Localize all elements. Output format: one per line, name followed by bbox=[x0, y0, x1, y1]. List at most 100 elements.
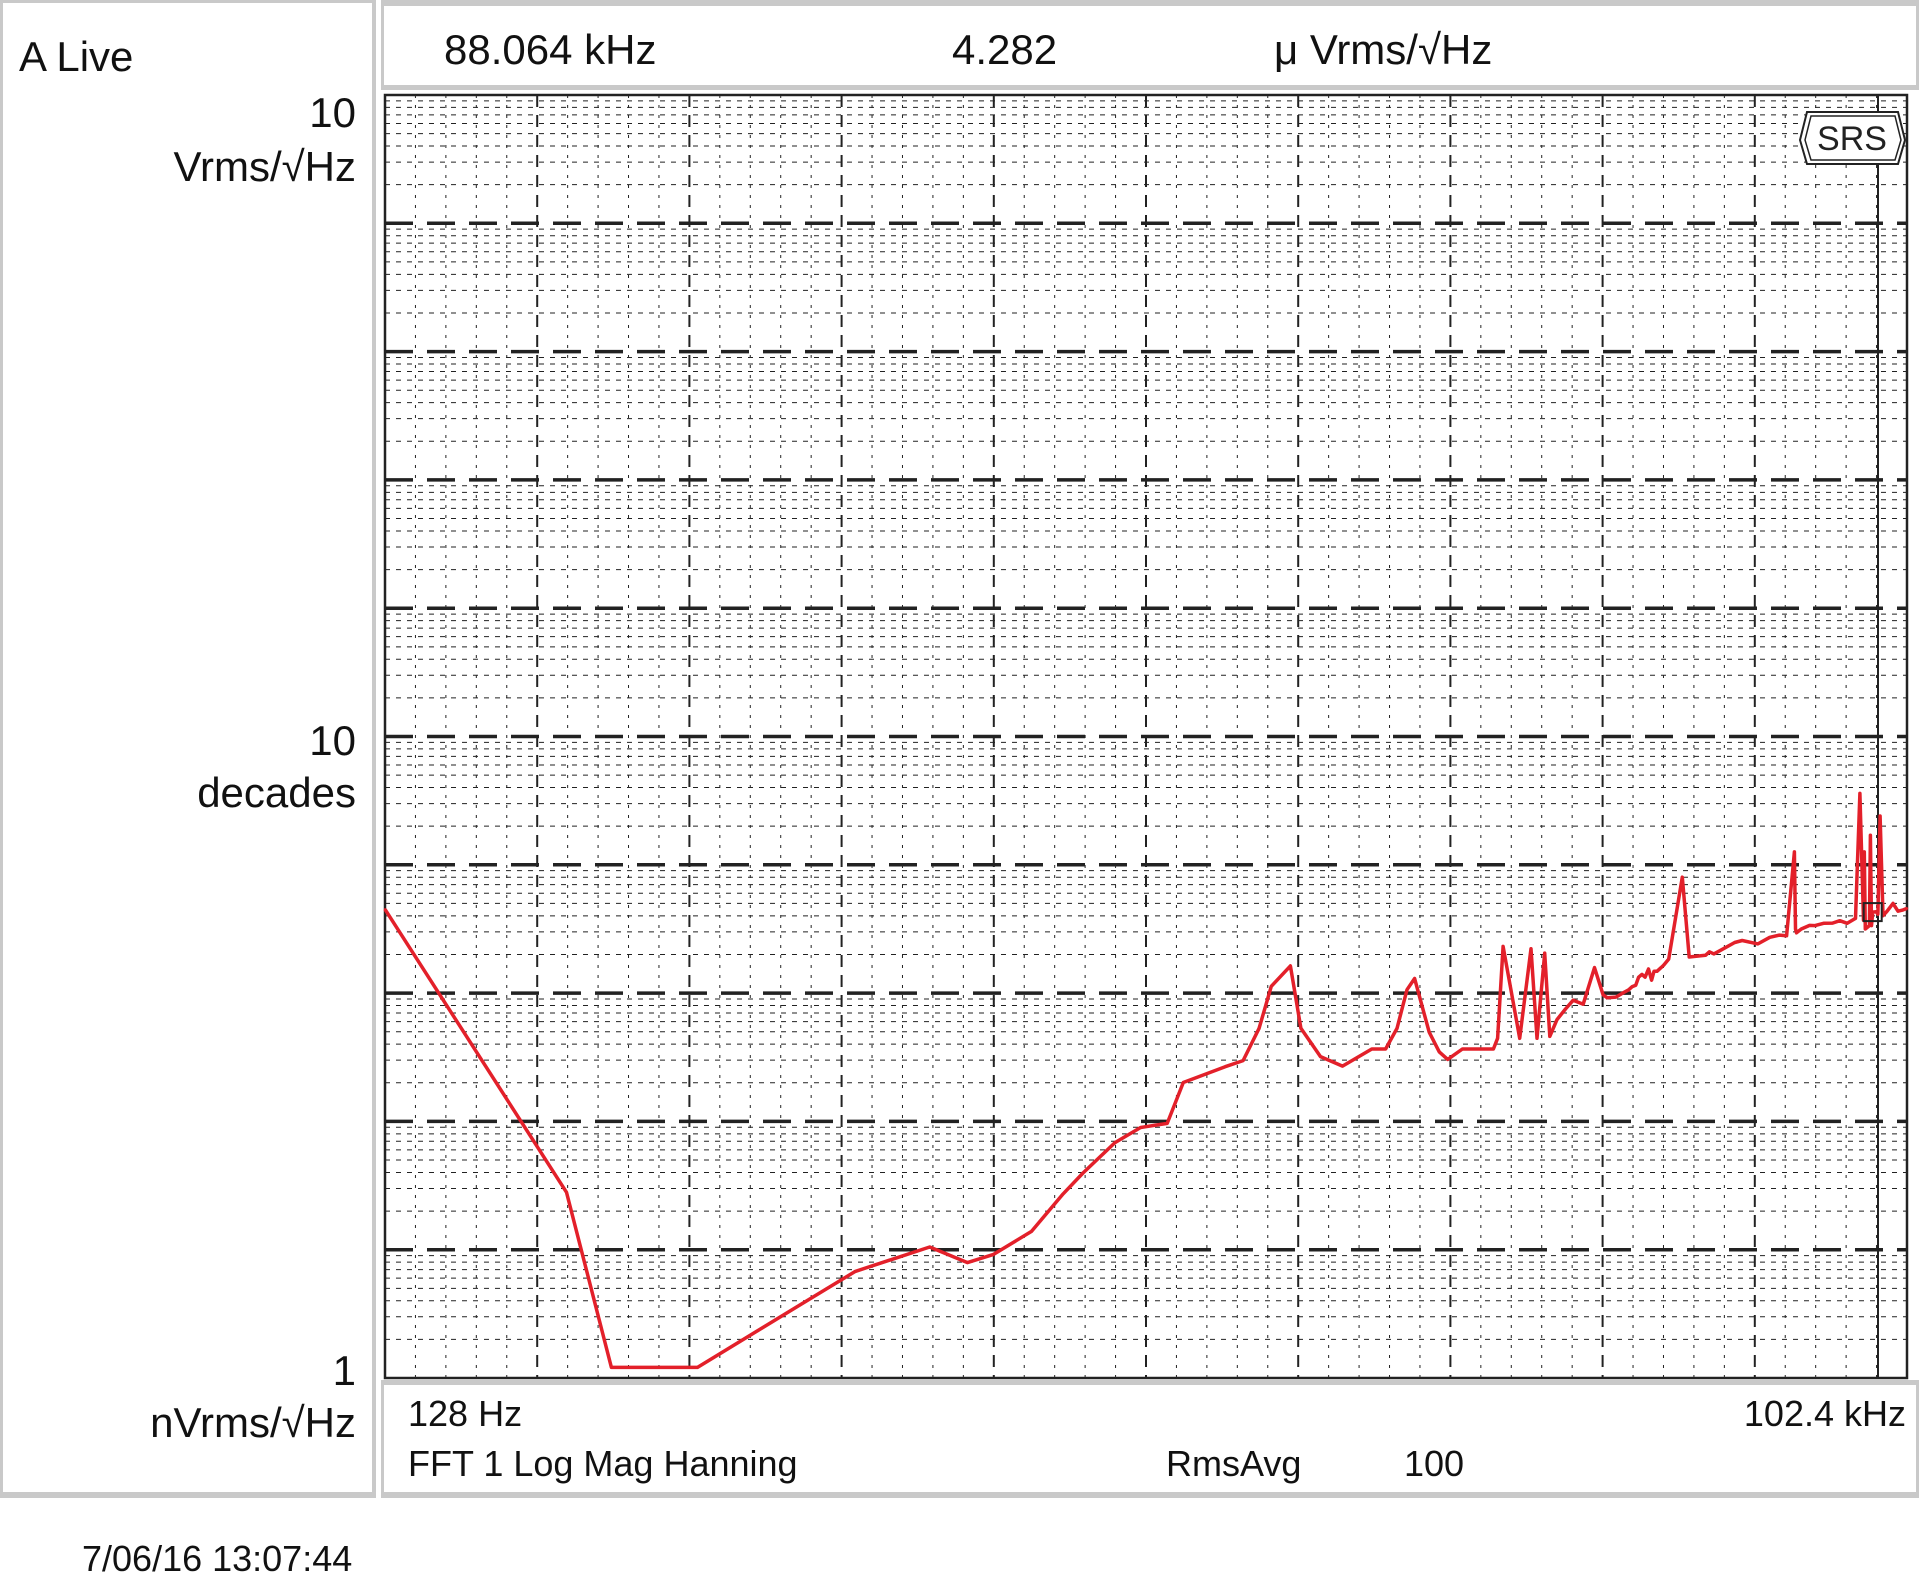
trace-point bbox=[1794, 927, 1797, 931]
left-scale-panel: A Live 10 Vrms/√Hz 10 decades 1 nVrms/√H… bbox=[0, 0, 376, 1498]
trace-point bbox=[1166, 1122, 1169, 1125]
trace-point bbox=[1061, 1192, 1065, 1196]
trace-point bbox=[1901, 908, 1905, 912]
average-mode: RmsAvg bbox=[1166, 1443, 1302, 1484]
trace-point bbox=[1643, 976, 1647, 979]
trace-point bbox=[1838, 919, 1842, 922]
trace-point bbox=[928, 1245, 931, 1249]
trace-point bbox=[1081, 1171, 1085, 1175]
marker-readout-bar: 88.064 kHz 4.282 μ Vrms/√Hz bbox=[381, 0, 1919, 90]
trace-point bbox=[1647, 967, 1650, 971]
x-start-frequency: 128 Hz bbox=[408, 1393, 523, 1434]
trace-point bbox=[1808, 924, 1811, 927]
trace-point bbox=[1795, 931, 1798, 934]
trace-point bbox=[1535, 1037, 1539, 1040]
srs-logo: SRS bbox=[1798, 111, 1907, 165]
measurement-type: FFT 1 Log Mag Hanning bbox=[408, 1443, 798, 1484]
trace-point bbox=[1652, 970, 1656, 973]
trace-point bbox=[1733, 941, 1736, 944]
trace-point bbox=[1876, 913, 1880, 916]
trace-point bbox=[1182, 1081, 1185, 1084]
trace-point bbox=[1341, 1064, 1344, 1068]
trace-point bbox=[1778, 933, 1781, 937]
trace-point bbox=[383, 908, 387, 911]
trace-point bbox=[1299, 1027, 1303, 1030]
trace-point bbox=[1564, 1007, 1567, 1011]
trace-point bbox=[1627, 988, 1630, 992]
trace-point bbox=[1582, 1003, 1585, 1006]
y-mid-unit: decades bbox=[197, 769, 356, 816]
y-bottom-unit: nVrms/√Hz bbox=[150, 1399, 356, 1446]
trace-point bbox=[1555, 1018, 1559, 1021]
trace-point bbox=[1708, 950, 1711, 953]
trace-point bbox=[1395, 1027, 1399, 1030]
trace-point bbox=[1793, 850, 1796, 854]
trace-point bbox=[1446, 1058, 1449, 1061]
trace-point bbox=[1667, 957, 1670, 961]
y-top-unit: Vrms/√Hz bbox=[173, 143, 356, 190]
trace-group bbox=[383, 791, 1909, 1370]
trace-point bbox=[1870, 924, 1873, 927]
trace-point bbox=[1257, 1027, 1261, 1030]
y-mid-value: 10 bbox=[309, 717, 356, 764]
trace-point bbox=[1548, 1035, 1552, 1038]
trace-point bbox=[1846, 922, 1849, 925]
trace-point bbox=[1868, 924, 1871, 927]
trace-point bbox=[1384, 1047, 1387, 1051]
trace-point bbox=[1614, 995, 1618, 999]
trace-point bbox=[610, 1366, 613, 1369]
trace-point bbox=[1478, 1047, 1482, 1051]
trace-point bbox=[1634, 984, 1637, 987]
trace-point bbox=[1875, 910, 1878, 913]
trace-point bbox=[645, 1366, 648, 1369]
trace-point bbox=[1864, 927, 1867, 931]
trace-point bbox=[1496, 1037, 1499, 1040]
average-count: 100 bbox=[1404, 1443, 1465, 1484]
trace-point bbox=[1319, 1055, 1322, 1058]
trace-point bbox=[1721, 948, 1724, 951]
trace-point bbox=[1492, 1047, 1495, 1051]
trace-point bbox=[1501, 945, 1505, 948]
marker-unit: μ Vrms/√Hz bbox=[1274, 26, 1493, 73]
trace-point bbox=[1905, 907, 1909, 910]
marker-value: 4.282 bbox=[952, 26, 1058, 73]
trace-point bbox=[1822, 922, 1825, 925]
trace-point bbox=[796, 1305, 799, 1308]
trace-point bbox=[1543, 951, 1546, 955]
y-bottom-value: 1 bbox=[332, 1347, 356, 1394]
trace-point bbox=[1405, 988, 1409, 991]
trace-point bbox=[1605, 996, 1609, 999]
trace-point bbox=[1681, 876, 1684, 879]
trace-point bbox=[1601, 993, 1605, 996]
marker-box[interactable] bbox=[1862, 902, 1883, 923]
trace-point bbox=[1529, 947, 1533, 950]
channel-label: A Live bbox=[19, 33, 134, 80]
trace-point bbox=[1224, 1065, 1227, 1068]
trace-point bbox=[1712, 952, 1716, 956]
trace-point bbox=[1655, 970, 1659, 973]
trace-point bbox=[1030, 1230, 1033, 1233]
trace-point bbox=[1428, 1031, 1431, 1034]
trace-point bbox=[1659, 966, 1663, 969]
trace-point bbox=[1896, 910, 1900, 913]
trace-point bbox=[1800, 927, 1803, 931]
trace-point bbox=[1241, 1059, 1245, 1062]
trace-point bbox=[1289, 964, 1292, 968]
trace-point bbox=[1572, 999, 1575, 1002]
trace-point bbox=[1891, 902, 1895, 905]
trace-point bbox=[1623, 990, 1626, 994]
trace-point bbox=[1461, 1047, 1464, 1051]
trace-point bbox=[1688, 955, 1691, 959]
trace-point bbox=[854, 1270, 857, 1273]
trace-point bbox=[1885, 910, 1889, 913]
trace-point bbox=[1768, 936, 1772, 939]
x-end-frequency: 102.4 kHz bbox=[1743, 1393, 1906, 1434]
trace-point bbox=[696, 1366, 699, 1369]
trace-point bbox=[1785, 934, 1788, 937]
marker-frequency: 88.064 kHz bbox=[444, 26, 657, 73]
trace-point bbox=[1858, 792, 1862, 795]
y-top-value: 10 bbox=[309, 89, 356, 136]
trace-point bbox=[1637, 976, 1640, 979]
logo-text: SRS bbox=[1817, 120, 1887, 158]
